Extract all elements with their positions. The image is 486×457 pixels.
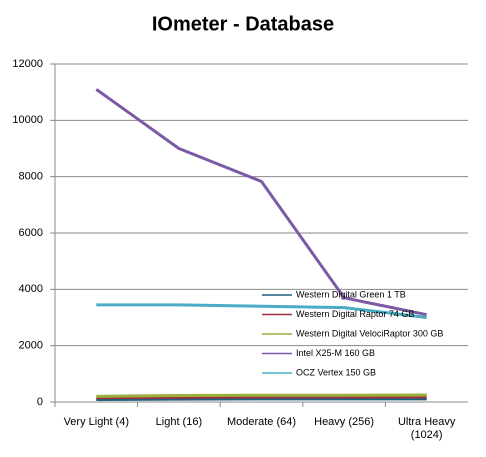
x-tick-label: Heavy (256) [314, 416, 375, 428]
y-tick-label: 2000 [19, 340, 43, 352]
line-series [96, 397, 427, 401]
legend-label: Western Digital Raptor 74 GB [296, 309, 414, 319]
legend-label: Western Digital Green 1 TB [296, 289, 406, 299]
y-tick-label: 12000 [12, 58, 43, 70]
legend-label: OCZ Vertex 150 GB [296, 367, 376, 377]
line-series [96, 303, 427, 319]
legend-label: Intel X25-M 160 GB [296, 348, 375, 358]
x-tick-label: Very Light (4) [63, 416, 129, 428]
line-series [95, 88, 428, 317]
x-tick-label: Moderate (64) [226, 416, 297, 428]
y-tick-label: 10000 [12, 114, 43, 126]
legend-label: Western Digital VelociRaptor 300 GB [296, 328, 443, 338]
y-tick-label: 8000 [19, 171, 43, 183]
line-series [96, 393, 427, 398]
x-tick-label: Light (16) [155, 416, 203, 428]
x-tick-label: Ultra Heavy (1024) [397, 416, 456, 441]
y-tick-label: 6000 [19, 227, 43, 239]
y-tick-label: 4000 [19, 283, 43, 295]
y-tick-label: 0 [37, 396, 43, 408]
line-series [96, 395, 427, 400]
chart-title: IOmeter - Database [152, 13, 334, 35]
